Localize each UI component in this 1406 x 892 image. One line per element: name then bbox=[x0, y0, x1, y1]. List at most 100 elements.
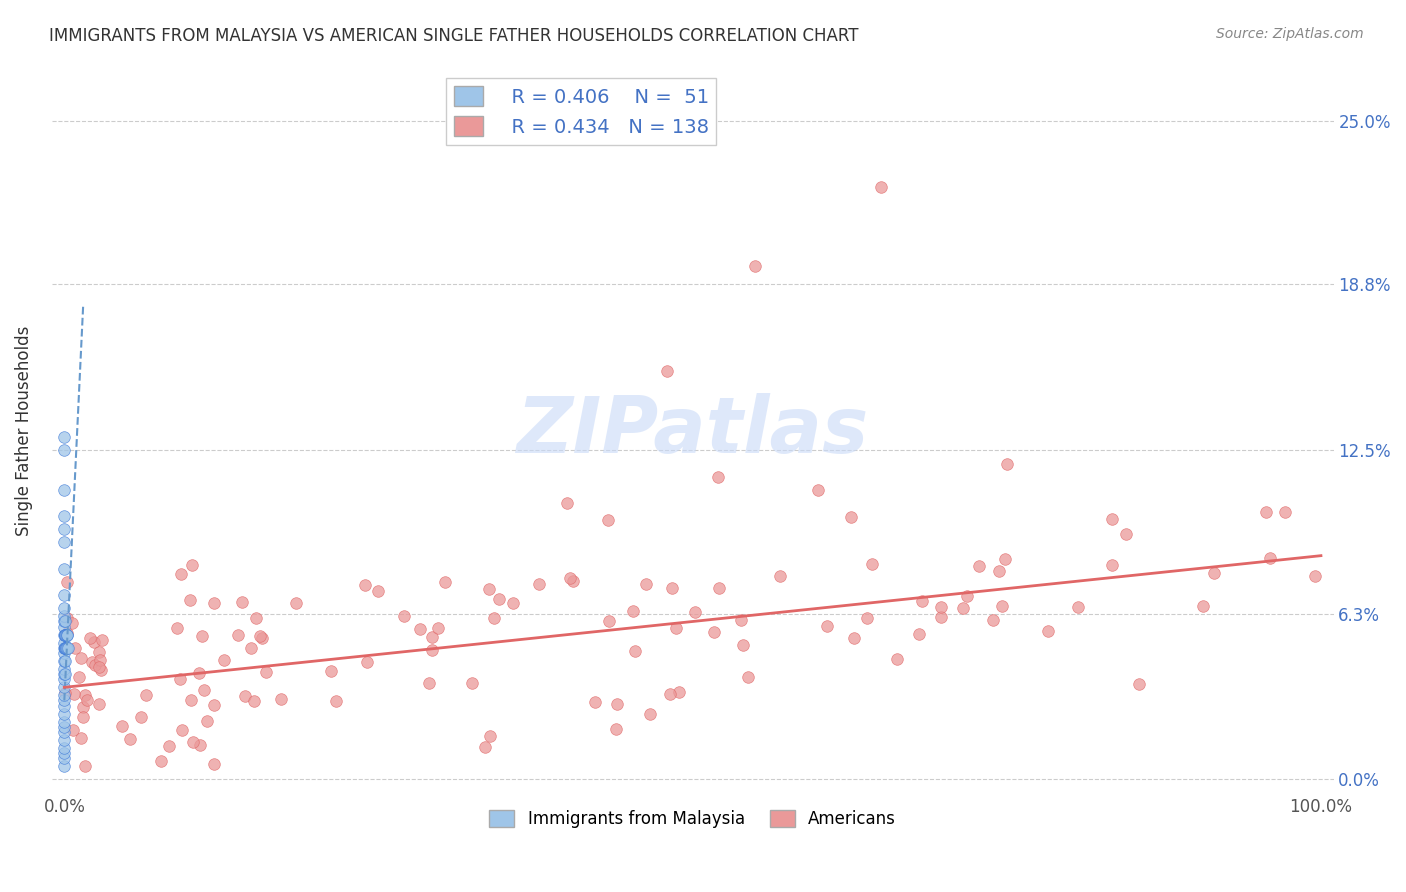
Point bbox=[668, 685, 690, 699]
Point bbox=[807, 483, 830, 497]
Point bbox=[60, 615, 83, 630]
Point bbox=[53, 640, 76, 655]
Point bbox=[53, 688, 76, 702]
Point bbox=[53, 601, 76, 615]
Point bbox=[193, 682, 215, 697]
Point bbox=[356, 656, 378, 670]
Point bbox=[202, 596, 225, 610]
Point bbox=[55, 640, 77, 655]
Point bbox=[562, 574, 585, 589]
Point bbox=[53, 535, 76, 549]
Point bbox=[284, 596, 307, 610]
Point bbox=[558, 571, 581, 585]
Point bbox=[89, 697, 111, 711]
Point bbox=[420, 643, 443, 657]
Point bbox=[685, 605, 707, 619]
Point bbox=[73, 688, 96, 702]
Point bbox=[169, 672, 191, 686]
Point bbox=[53, 483, 76, 497]
Point bbox=[730, 613, 752, 627]
Y-axis label: Single Father Households: Single Father Households bbox=[15, 326, 32, 536]
Point bbox=[53, 509, 76, 524]
Point bbox=[638, 706, 661, 721]
Point bbox=[170, 723, 193, 737]
Point bbox=[657, 364, 679, 378]
Point bbox=[53, 740, 76, 755]
Point bbox=[661, 581, 683, 595]
Point bbox=[195, 714, 218, 729]
Point bbox=[53, 640, 76, 655]
Point bbox=[1303, 569, 1326, 583]
Point bbox=[111, 719, 134, 733]
Point bbox=[53, 640, 76, 655]
Point bbox=[56, 611, 79, 625]
Point bbox=[488, 592, 510, 607]
Point bbox=[555, 496, 578, 510]
Point bbox=[1192, 599, 1215, 614]
Point bbox=[79, 632, 101, 646]
Point bbox=[53, 628, 76, 642]
Point bbox=[55, 628, 77, 642]
Point bbox=[72, 699, 94, 714]
Point bbox=[981, 613, 1004, 627]
Point bbox=[744, 259, 766, 273]
Point bbox=[478, 582, 501, 596]
Point bbox=[354, 578, 377, 592]
Point bbox=[226, 627, 249, 641]
Point bbox=[1101, 512, 1123, 526]
Point bbox=[907, 626, 929, 640]
Point bbox=[621, 604, 644, 618]
Point bbox=[658, 687, 681, 701]
Point bbox=[188, 738, 211, 752]
Point bbox=[202, 757, 225, 772]
Point bbox=[170, 567, 193, 582]
Point bbox=[856, 611, 879, 625]
Point bbox=[149, 754, 172, 768]
Point bbox=[53, 693, 76, 707]
Point bbox=[56, 625, 79, 640]
Point bbox=[527, 576, 550, 591]
Point bbox=[242, 694, 264, 708]
Point bbox=[90, 663, 112, 677]
Point bbox=[634, 577, 657, 591]
Point bbox=[969, 559, 991, 574]
Point bbox=[56, 574, 79, 589]
Point bbox=[89, 653, 111, 667]
Point bbox=[1101, 558, 1123, 573]
Point bbox=[1036, 624, 1059, 638]
Point bbox=[62, 723, 84, 738]
Point bbox=[731, 638, 754, 652]
Point bbox=[53, 562, 76, 576]
Point bbox=[80, 655, 103, 669]
Point bbox=[56, 628, 79, 642]
Point bbox=[737, 670, 759, 684]
Point bbox=[53, 706, 76, 721]
Point bbox=[53, 609, 76, 624]
Point bbox=[53, 725, 76, 739]
Point bbox=[53, 686, 76, 700]
Point bbox=[233, 690, 256, 704]
Point bbox=[839, 509, 862, 524]
Point bbox=[53, 443, 76, 458]
Point bbox=[606, 697, 628, 711]
Point bbox=[994, 552, 1017, 566]
Point bbox=[91, 633, 114, 648]
Point bbox=[120, 731, 142, 746]
Point bbox=[53, 615, 76, 629]
Point bbox=[166, 621, 188, 635]
Point bbox=[53, 588, 76, 602]
Point bbox=[598, 614, 620, 628]
Point bbox=[181, 735, 204, 749]
Point bbox=[870, 180, 893, 194]
Point bbox=[73, 759, 96, 773]
Point bbox=[418, 676, 440, 690]
Point bbox=[394, 609, 416, 624]
Point bbox=[479, 729, 502, 743]
Point bbox=[53, 733, 76, 747]
Point bbox=[53, 746, 76, 760]
Point bbox=[252, 631, 274, 645]
Point bbox=[56, 640, 79, 655]
Legend: Immigrants from Malaysia, Americans: Immigrants from Malaysia, Americans bbox=[482, 804, 903, 835]
Point bbox=[249, 629, 271, 643]
Point bbox=[583, 695, 606, 709]
